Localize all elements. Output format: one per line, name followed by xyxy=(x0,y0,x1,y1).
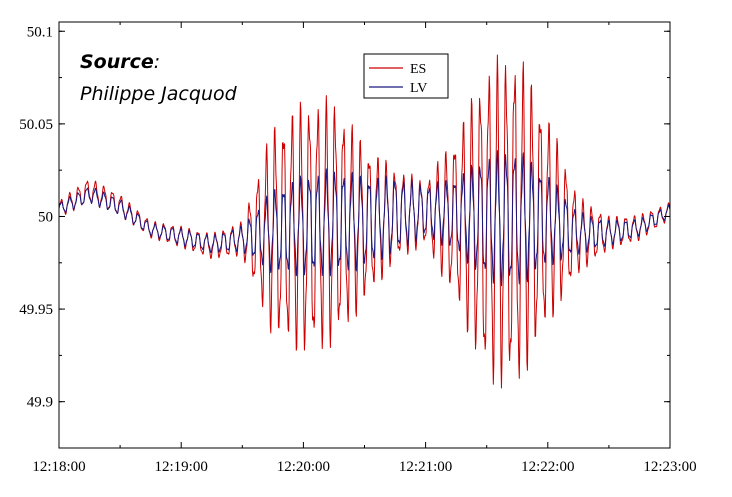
source-author: Philippe Jacquod xyxy=(80,83,238,105)
x-tick-label: 12:23:00 xyxy=(643,459,696,475)
source-title: Source xyxy=(80,51,154,73)
legend: ES LV xyxy=(363,53,449,99)
y-tick-label: 49.95 xyxy=(19,302,53,318)
y-tick-label: 50.1 xyxy=(27,24,53,40)
x-tick-label: 12:19:00 xyxy=(155,459,208,475)
x-tick-label: 12:18:00 xyxy=(32,459,85,475)
y-tick-label: 50.05 xyxy=(19,117,53,133)
series-layer xyxy=(58,54,671,389)
source-annotation: Source: Philippe Jacquod xyxy=(80,51,238,105)
x-tick-label: 12:20:00 xyxy=(277,459,330,475)
x-axis: 12:18:00 12:19:00 12:20:00 12:21:00 12:22:00… xyxy=(32,22,697,475)
legend-label-lv: LV xyxy=(410,81,427,96)
y-tick-label: 49.9 xyxy=(27,395,53,411)
series-line-lv xyxy=(58,150,671,287)
y-axis: 49.9 49.95 50 50.05 50.1 xyxy=(19,24,670,449)
y-tick-label: 50 xyxy=(38,209,53,225)
source-colon: : xyxy=(154,51,160,73)
svg-text:Source:: Source: xyxy=(80,51,160,73)
x-tick-label: 12:21:00 xyxy=(399,459,452,475)
legend-box xyxy=(363,53,449,99)
legend-label-es: ES xyxy=(410,62,426,77)
x-tick-label: 12:22:00 xyxy=(521,459,574,475)
